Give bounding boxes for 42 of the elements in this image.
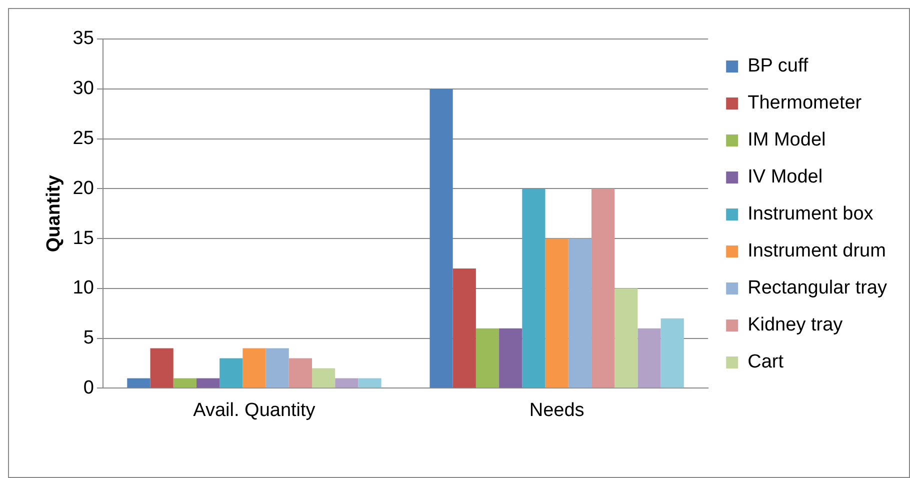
y-axis-title: Quantity (44, 174, 65, 252)
bar (196, 378, 220, 388)
y-tick-label: 5 (83, 328, 94, 349)
legend-label: Thermometer (748, 92, 862, 114)
bar (614, 288, 638, 388)
y-tick-label: 30 (72, 78, 94, 100)
y-tick-label: 0 (83, 377, 94, 398)
bar (638, 328, 661, 388)
legend-label: Instrument drum (748, 240, 886, 262)
bar (150, 348, 174, 388)
bar (568, 238, 592, 388)
bar (220, 358, 243, 388)
y-tick-label: 20 (72, 178, 94, 199)
legend-label: Rectangular tray (748, 278, 888, 299)
bar (358, 378, 382, 388)
bar (430, 88, 453, 388)
legend-label: IV Model (748, 166, 823, 188)
bar (288, 358, 312, 388)
y-tick-label: 25 (72, 128, 94, 150)
bar (545, 238, 568, 388)
bar (335, 378, 358, 388)
bar (452, 268, 476, 388)
bar (312, 368, 336, 388)
bar (127, 378, 150, 388)
bar (476, 328, 500, 388)
bar (499, 328, 522, 388)
bar (266, 348, 289, 388)
bar (522, 188, 546, 388)
x-tick-label: Avail. Quantity (193, 400, 316, 421)
bar (173, 378, 196, 388)
y-tick-label: 35 (72, 28, 94, 50)
bar (242, 348, 266, 388)
legend-label: BP cuff (748, 56, 809, 77)
legend-label: Kidney tray (748, 314, 844, 336)
legend-label: Cart (748, 352, 784, 373)
y-tick-label: 15 (72, 228, 94, 249)
bar (660, 318, 684, 388)
legend-label: Instrument box (748, 204, 874, 225)
bar (591, 188, 615, 388)
x-tick-label: Needs (529, 400, 584, 421)
y-tick-label: 10 (72, 278, 94, 299)
legend-label: IM Model (748, 130, 826, 151)
